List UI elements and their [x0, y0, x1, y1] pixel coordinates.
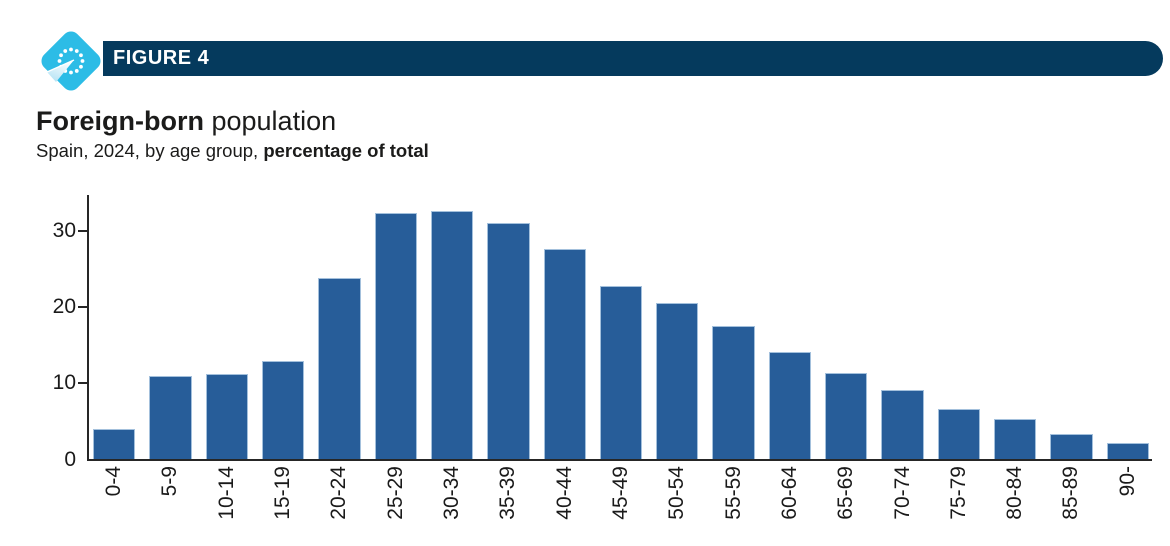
x-tick-70-74: 70-74 — [881, 466, 923, 544]
y-tick-label-10: 10 — [52, 371, 76, 395]
x-tick-25-29: 25-29 — [375, 466, 417, 544]
y-axis-line — [87, 195, 89, 460]
bar-30-34 — [430, 211, 474, 459]
x-tick-45-49: 45-49 — [600, 466, 642, 544]
bar-85-89 — [1050, 433, 1093, 459]
y-tick-label-30: 30 — [52, 218, 76, 242]
y-tick-mark — [78, 305, 88, 308]
x-tick-55-59: 55-59 — [712, 466, 754, 544]
bar-10-14 — [205, 374, 248, 459]
chart-subtitle-bold: percentage of total — [263, 140, 429, 161]
bar-80-84 — [994, 418, 1037, 459]
x-axis-labels: 0-4 5-9 10-14 15-19 20-24 25-29 30-34 35-39 40-4… — [89, 466, 1149, 544]
x-tick-label: 30-34 — [440, 466, 464, 520]
y-tick-mark — [78, 229, 88, 232]
x-tick-label: 85-89 — [1059, 466, 1083, 520]
x-tick-label: 50-54 — [665, 466, 689, 520]
x-tick-0-4: 0-4 — [93, 466, 135, 544]
y-tick-label-0: 0 — [64, 447, 76, 471]
x-tick-label: 35-39 — [496, 466, 520, 520]
x-tick-label: 60-64 — [777, 466, 801, 520]
bar-75-79 — [937, 408, 980, 459]
chart-subtitle: Spain, 2024, by age group, percentage of… — [36, 140, 429, 162]
eu-demography-logo-icon — [37, 27, 105, 95]
bar-15-19 — [261, 360, 305, 459]
chart-title-bold: Foreign-born — [36, 106, 204, 136]
x-tick-75-79: 75-79 — [938, 466, 980, 544]
chart-subtitle-regular: Spain, 2024, by age group, — [36, 140, 264, 161]
x-tick-label: 10-14 — [214, 466, 238, 520]
bar-40-44 — [543, 249, 586, 459]
x-tick-30-34: 30-34 — [431, 466, 473, 544]
x-tick-label: 65-69 — [834, 466, 858, 520]
x-tick-60-64: 60-64 — [769, 466, 811, 544]
x-tick-label: 55-59 — [721, 466, 745, 520]
x-tick-90-: 90- — [1107, 466, 1149, 544]
bar-65-69 — [825, 372, 868, 459]
x-tick-label: 90- — [1115, 466, 1139, 497]
x-tick-5-9: 5-9 — [149, 466, 191, 544]
x-tick-80-84: 80-84 — [994, 466, 1036, 544]
figure-badge-label: FIGURE 4 — [113, 47, 210, 69]
x-tick-85-89: 85-89 — [1050, 466, 1092, 544]
x-tick-label: 40-44 — [552, 466, 576, 520]
bar-60-64 — [768, 352, 812, 459]
bar-plot-area — [89, 205, 1149, 459]
bar-70-74 — [881, 389, 924, 459]
chart-title: Foreign-born population — [36, 106, 336, 136]
x-axis-line — [87, 459, 1152, 461]
x-tick-label: 15-19 — [271, 466, 295, 520]
x-tick-label: 0-4 — [102, 466, 126, 497]
bar-25-29 — [374, 212, 417, 459]
bar-5-9 — [149, 375, 192, 459]
x-tick-label: 5-9 — [158, 466, 182, 497]
bar-0-4 — [93, 429, 136, 459]
x-tick-15-19: 15-19 — [262, 466, 304, 544]
x-tick-20-24: 20-24 — [318, 466, 360, 544]
bar-20-24 — [318, 277, 361, 459]
x-tick-label: 20-24 — [327, 466, 351, 520]
x-tick-35-39: 35-39 — [487, 466, 529, 544]
chart-title-regular: population — [203, 106, 337, 136]
x-tick-label: 70-74 — [890, 466, 914, 520]
bar-45-49 — [599, 285, 643, 459]
x-tick-40-44: 40-44 — [544, 466, 586, 544]
x-tick-65-69: 65-69 — [825, 466, 867, 544]
x-tick-label: 80-84 — [1003, 466, 1027, 520]
bar-90- — [1106, 443, 1149, 459]
bar-55-59 — [712, 325, 755, 459]
x-tick-50-54: 50-54 — [656, 466, 698, 544]
bar-35-39 — [487, 223, 530, 459]
bar-50-54 — [656, 303, 699, 459]
x-tick-label: 75-79 — [946, 466, 970, 520]
y-tick-mark — [78, 382, 88, 385]
x-tick-label: 45-49 — [608, 466, 632, 520]
x-tick-10-14: 10-14 — [206, 466, 248, 544]
figure-badge: FIGURE 4 — [103, 41, 1163, 76]
y-tick-label-20: 20 — [52, 294, 76, 318]
x-tick-label: 25-29 — [383, 466, 407, 520]
